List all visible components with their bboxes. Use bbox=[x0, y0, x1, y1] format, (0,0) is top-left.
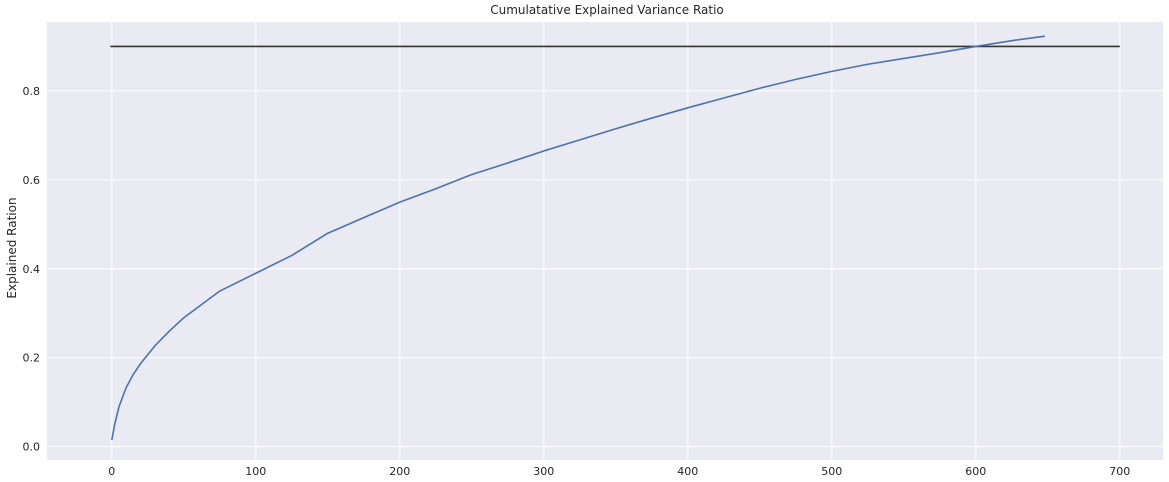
series-group bbox=[111, 35, 1046, 441]
x-tick-label: 200 bbox=[389, 465, 410, 478]
x-tick-label: 700 bbox=[1109, 465, 1130, 478]
y-tick-label: 0.2 bbox=[23, 352, 41, 365]
y-tick-label: 0.6 bbox=[23, 174, 41, 187]
series-line bbox=[111, 35, 1046, 441]
plot-area bbox=[47, 22, 1163, 460]
grid-lines bbox=[47, 22, 1163, 460]
x-tick-label: 100 bbox=[245, 465, 266, 478]
plot-background bbox=[47, 22, 1163, 460]
x-tick-label: 0 bbox=[108, 465, 115, 478]
x-tick-label: 500 bbox=[821, 465, 842, 478]
x-tick-labels: 0 100 200 300 400 500 600 700 bbox=[108, 465, 1130, 478]
y-tick-labels: 0.0 0.2 0.4 0.6 0.8 bbox=[23, 85, 41, 454]
chart-title: Cumulatative Explained Variance Ratio bbox=[490, 3, 724, 17]
x-tick-label: 600 bbox=[965, 465, 986, 478]
x-tick-label: 400 bbox=[677, 465, 698, 478]
y-tick-label: 0.0 bbox=[23, 441, 41, 454]
y-tick-label: 0.4 bbox=[23, 263, 41, 276]
y-tick-label: 0.8 bbox=[23, 85, 41, 98]
y-axis-label: Explained Ration bbox=[5, 197, 19, 298]
x-tick-label: 300 bbox=[533, 465, 554, 478]
